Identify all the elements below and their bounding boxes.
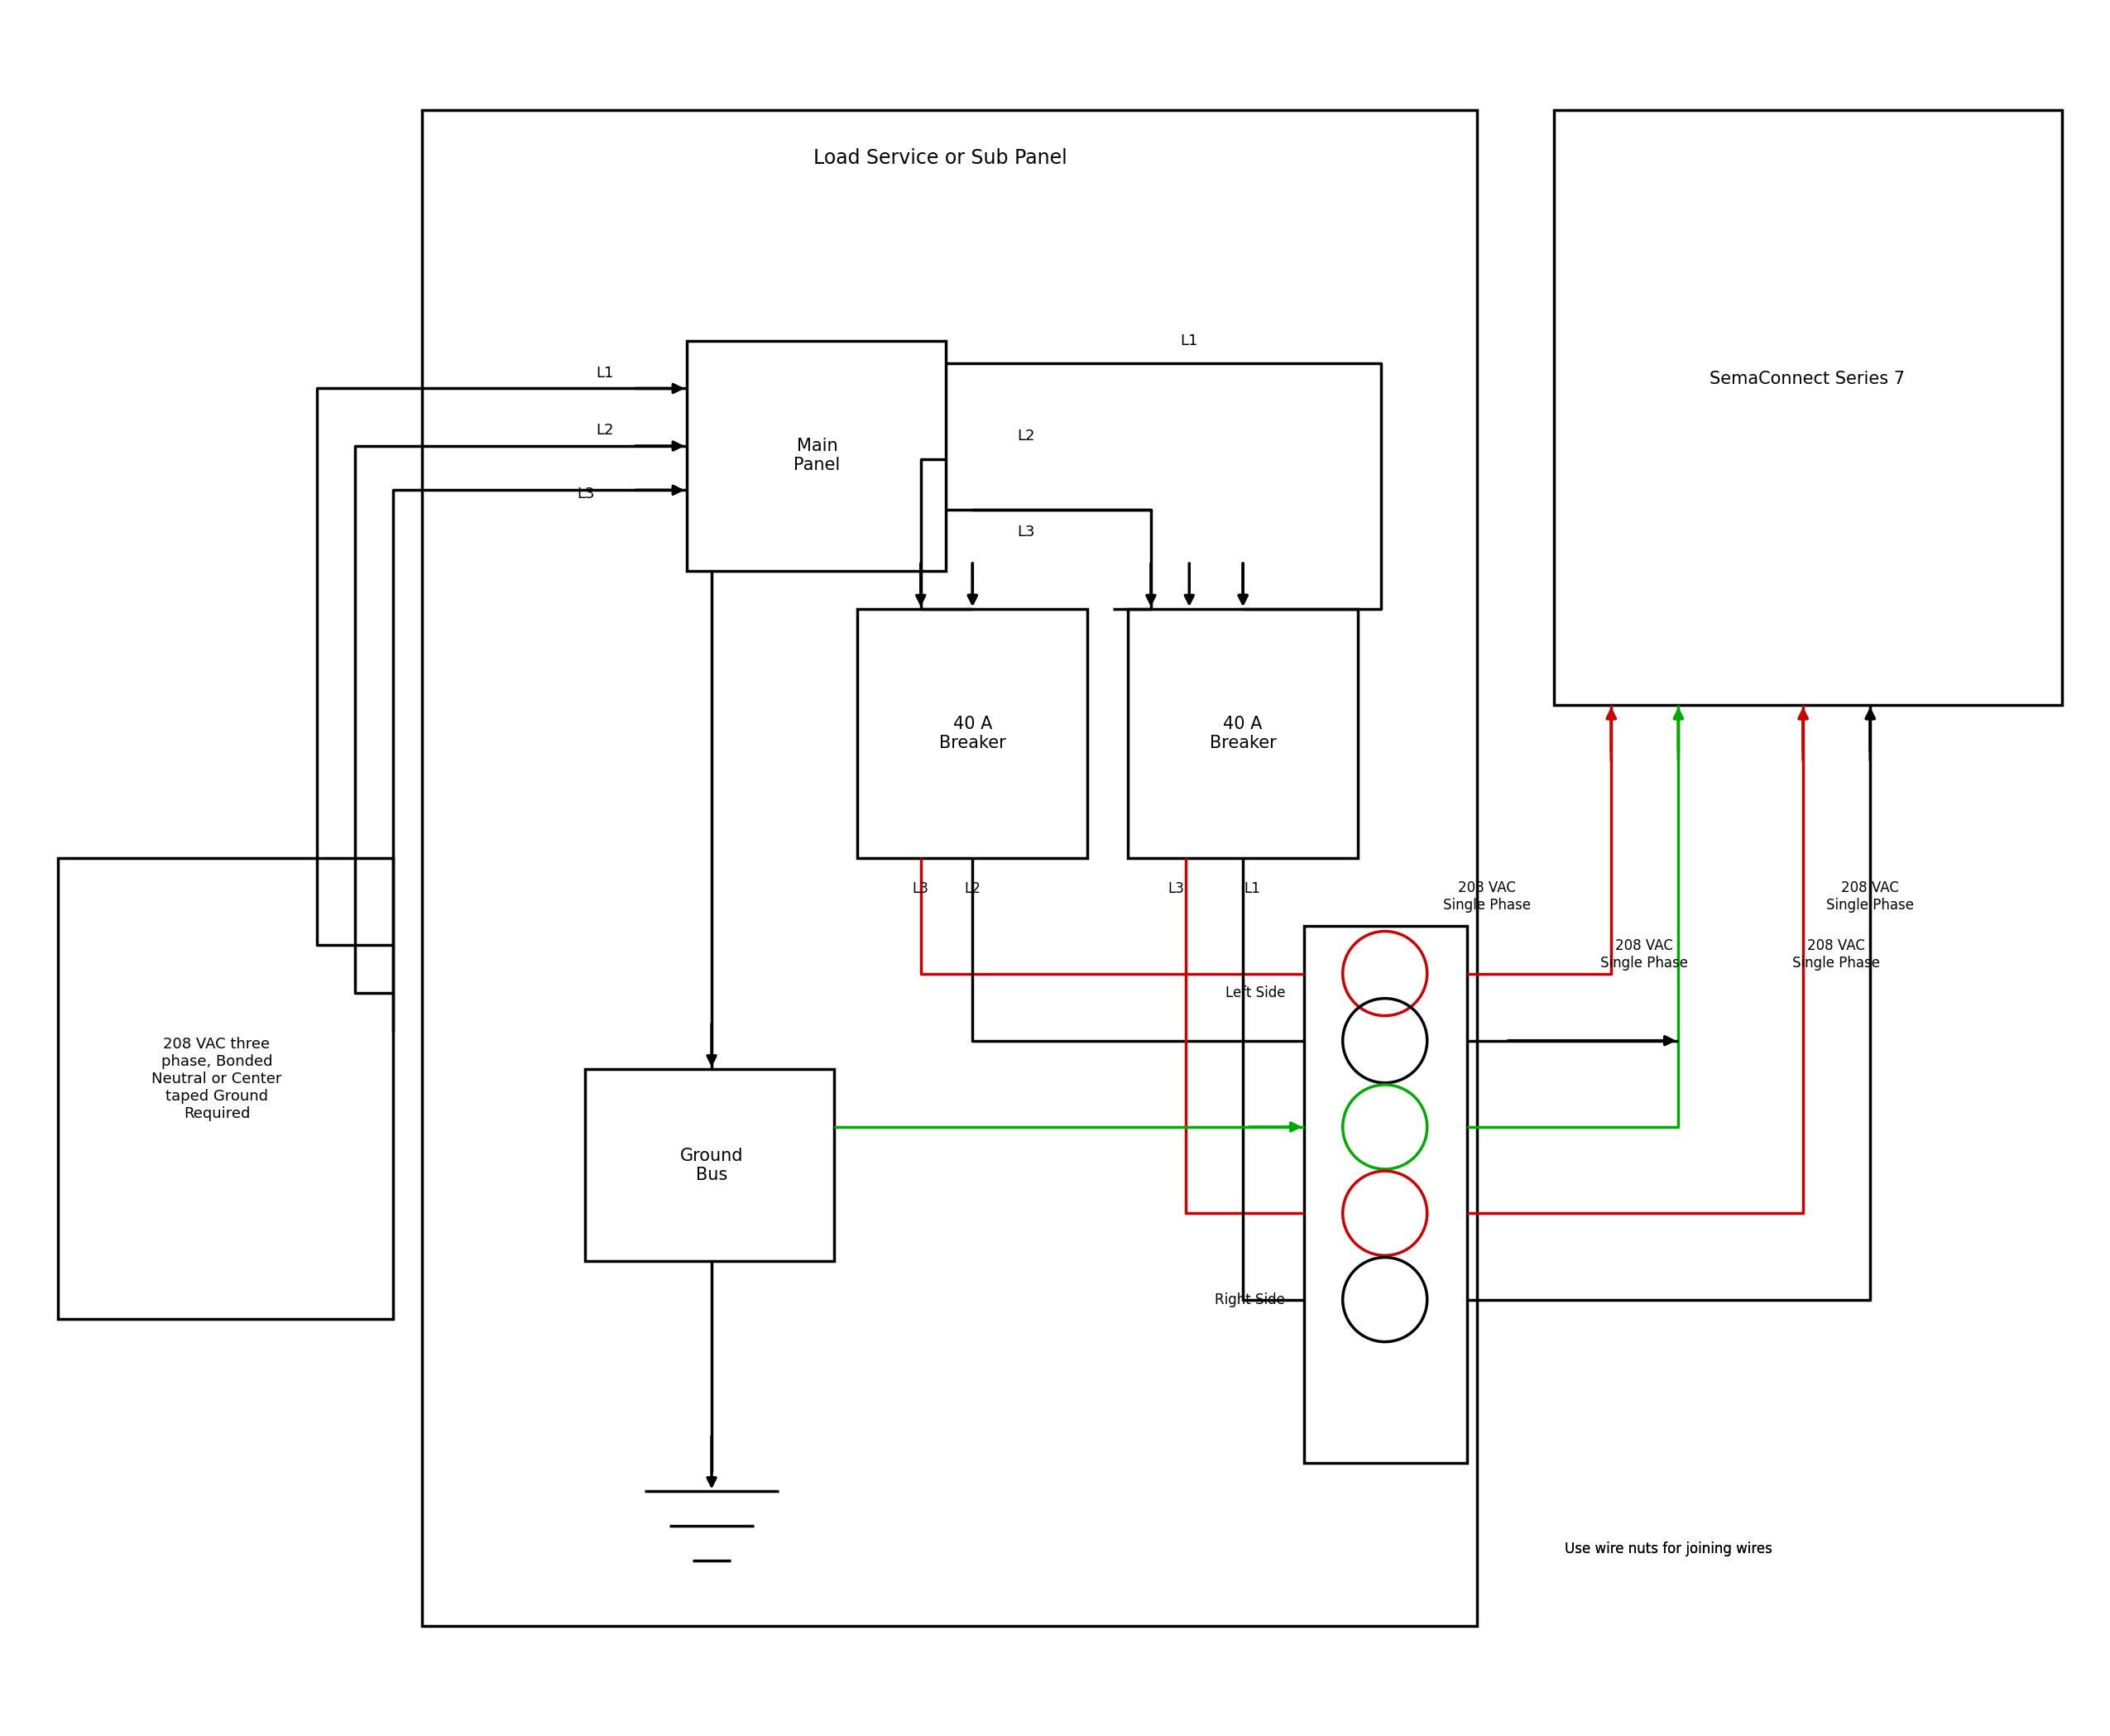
Text: SemaConnect Series 7: SemaConnect Series 7 [1709,370,1905,387]
Text: 40 A
Breaker: 40 A Breaker [1209,715,1277,752]
Bar [1553,111,2061,705]
Text: L2: L2 [595,424,614,437]
Bar [57,858,392,1319]
Text: Main
Panel: Main Panel [793,437,840,474]
Text: L2: L2 [1017,429,1036,444]
Text: L3: L3 [912,882,928,896]
Bar [1129,609,1359,858]
Text: Left Side: Left Side [1226,986,1285,1000]
Text: 208 VAC three
phase, Bonded
Neutral or Center
taped Ground
Required: 208 VAC three phase, Bonded Neutral or C… [152,1036,283,1121]
Text: L3: L3 [1167,882,1184,896]
Text: Load Service or Sub Panel: Load Service or Sub Panel [812,148,1068,168]
Text: 208 VAC
Single Phase: 208 VAC Single Phase [1791,937,1880,970]
Text: L3: L3 [1017,524,1036,540]
Text: L1: L1 [1245,882,1262,896]
Text: L1: L1 [597,366,614,380]
Bar [584,1069,833,1262]
Bar [857,609,1087,858]
Text: 208 VAC
Single Phase: 208 VAC Single Phase [1599,937,1688,970]
Text: Use wire nuts for joining wires: Use wire nuts for joining wires [1566,1542,1772,1557]
Text: L2: L2 [964,882,981,896]
Text: L1: L1 [1179,333,1198,347]
Bar [422,111,1477,1625]
Text: 208 VAC
Single Phase: 208 VAC Single Phase [1443,880,1530,913]
Text: Ground
Bus: Ground Bus [679,1147,743,1184]
Text: Right Side: Right Side [1215,1292,1285,1307]
Text: L3: L3 [576,486,595,502]
Text: Use wire nuts for joining wires: Use wire nuts for joining wires [1566,1542,1772,1557]
Text: 208 VAC
Single Phase: 208 VAC Single Phase [1827,880,1914,913]
Text: 40 A
Breaker: 40 A Breaker [939,715,1006,752]
Bar [686,340,945,571]
Bar [1304,925,1466,1463]
